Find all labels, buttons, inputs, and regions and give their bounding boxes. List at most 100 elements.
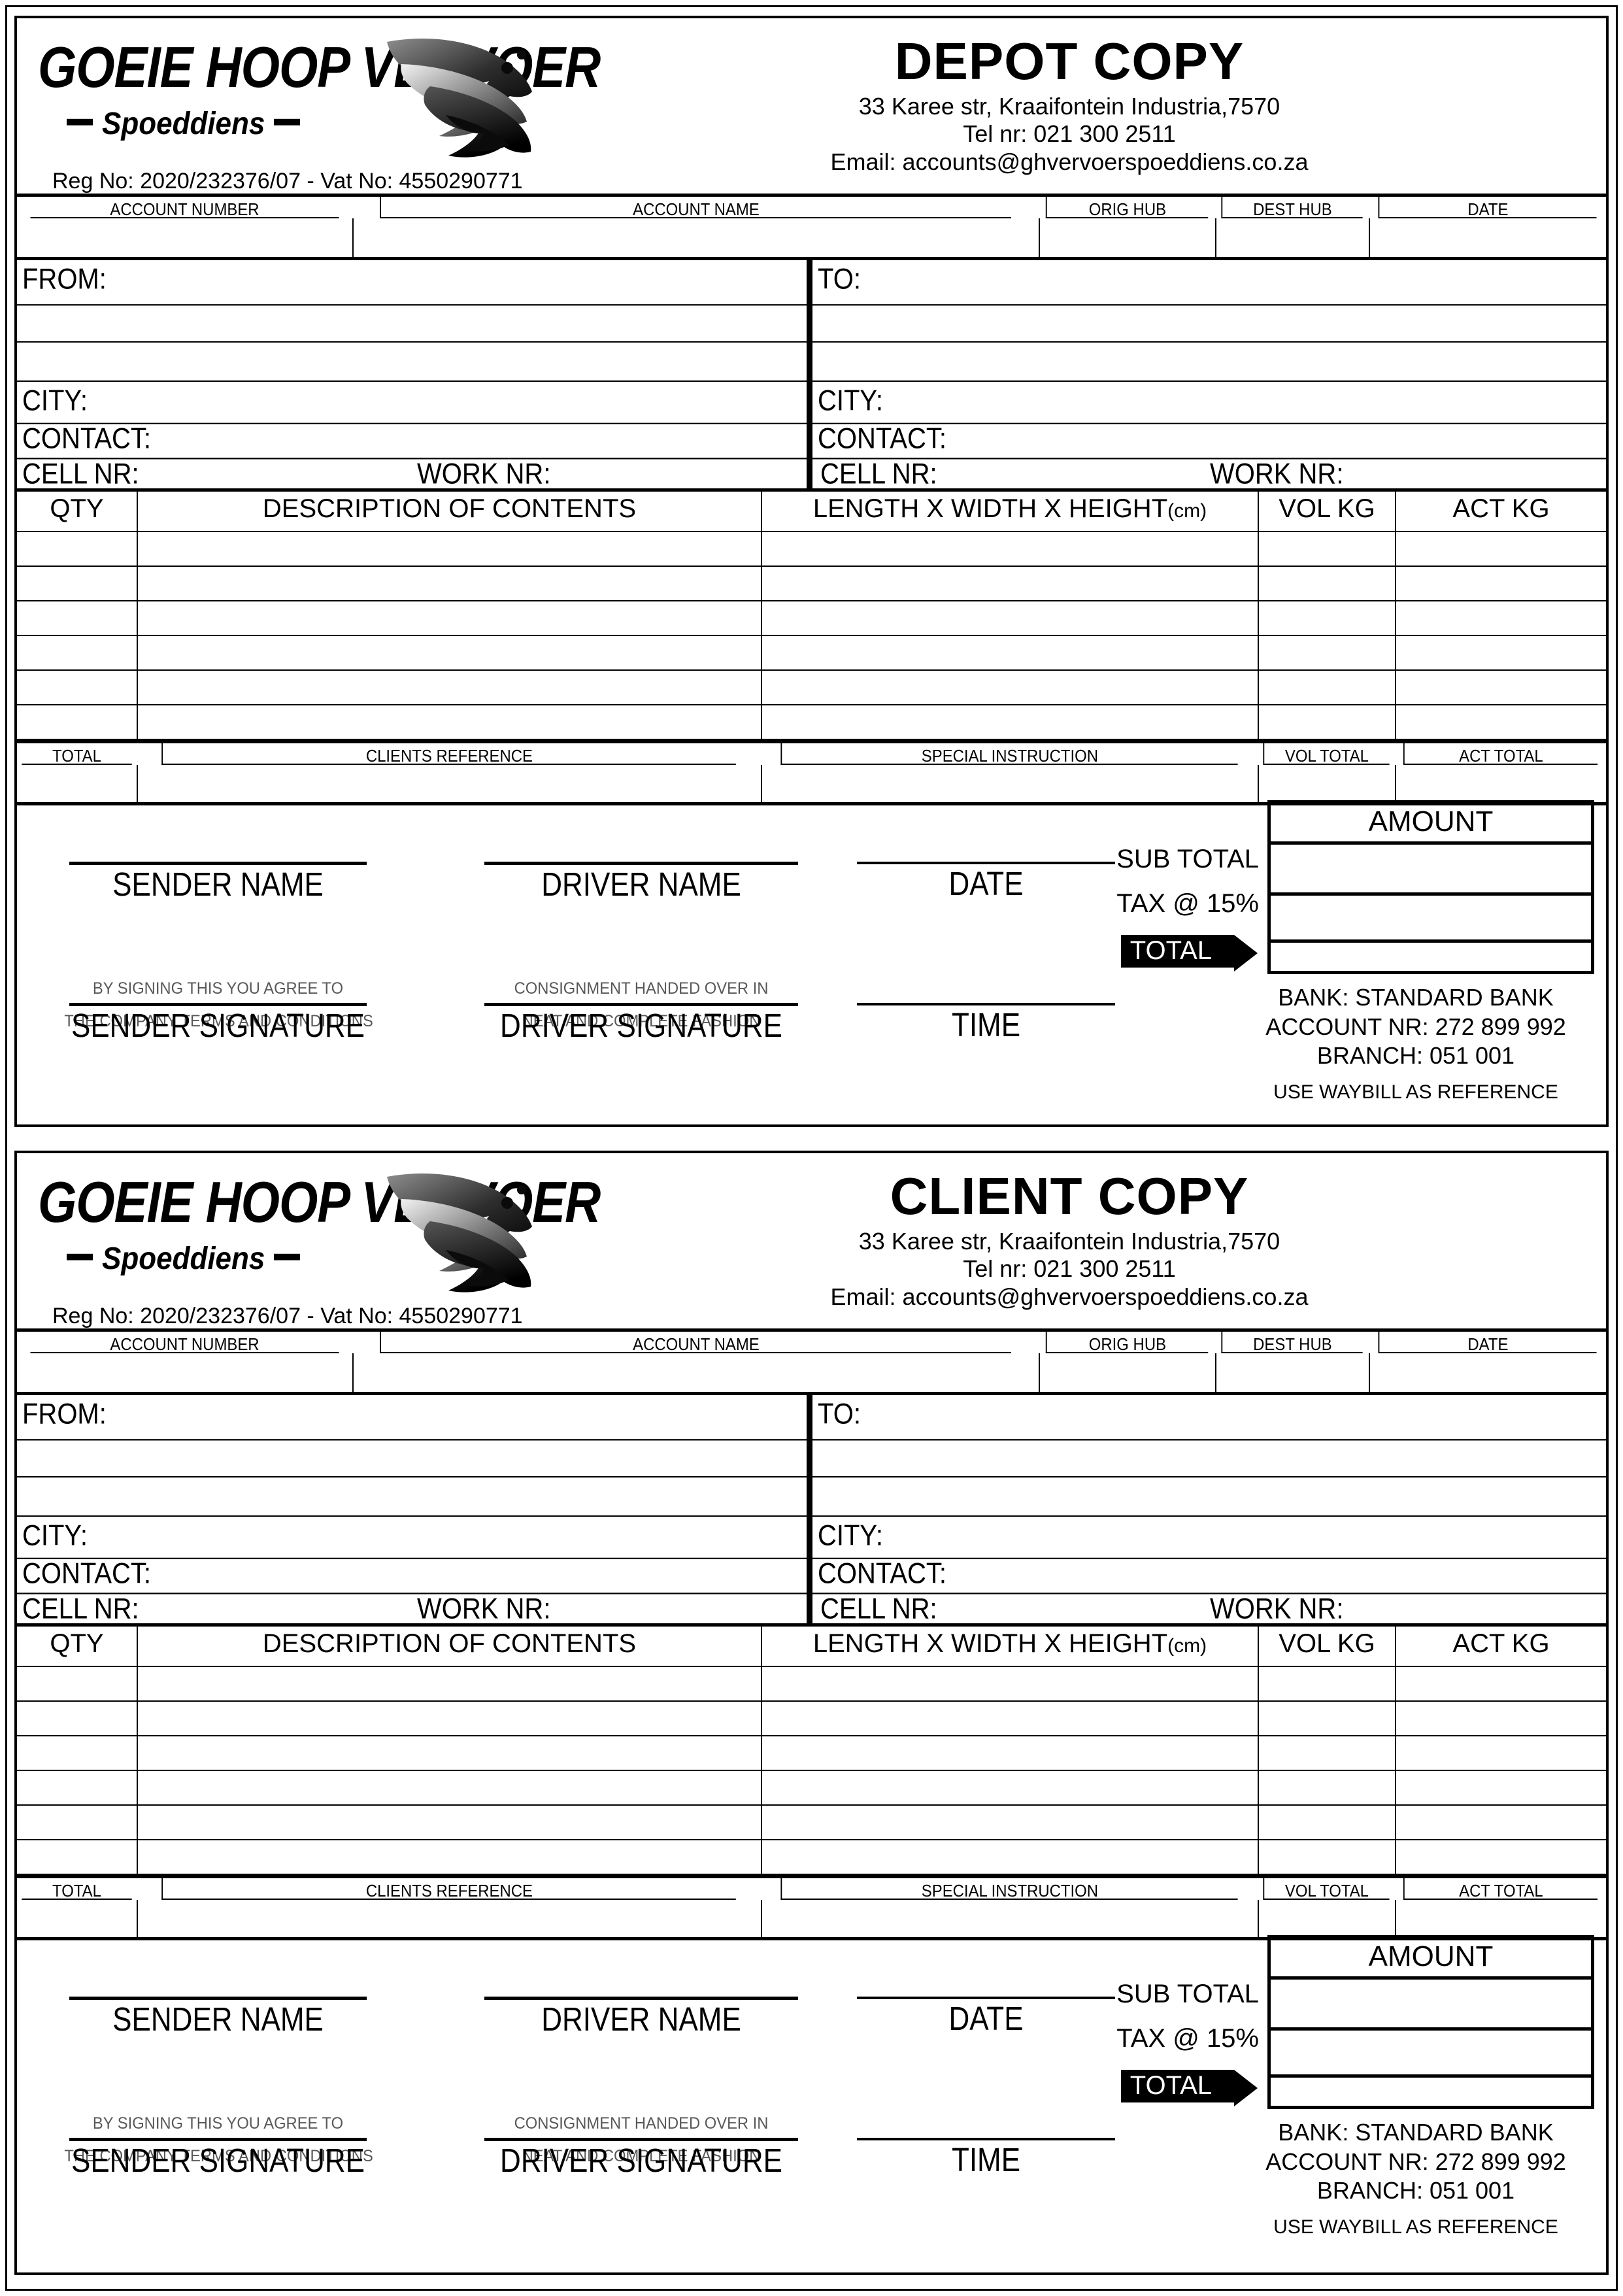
vol-kg-cell[interactable] xyxy=(1258,1840,1395,1875)
total-amount-field[interactable] xyxy=(1271,943,1591,977)
vol-kg-cell[interactable] xyxy=(1258,1736,1395,1771)
description-cell[interactable] xyxy=(137,1840,761,1875)
to-address-line-2[interactable] xyxy=(807,343,1606,382)
description-cell[interactable] xyxy=(137,1667,761,1702)
clients-reference-field[interactable] xyxy=(137,765,761,802)
to-address-line-2[interactable] xyxy=(807,1477,1606,1517)
qty-cell[interactable] xyxy=(17,601,137,636)
time-line[interactable] xyxy=(857,2138,1115,2140)
dimensions-cell[interactable] xyxy=(761,601,1258,636)
act-kg-cell[interactable] xyxy=(1395,1840,1606,1875)
act-kg-cell[interactable] xyxy=(1395,1736,1606,1771)
vol-kg-cell[interactable] xyxy=(1258,1806,1395,1840)
qty-cell[interactable] xyxy=(17,1702,137,1736)
description-cell[interactable] xyxy=(137,636,761,671)
qty-cell[interactable] xyxy=(17,567,137,601)
from-address-line-1[interactable] xyxy=(17,301,807,343)
sub-total-amount-field[interactable] xyxy=(1271,1980,1591,2031)
qty-cell[interactable] xyxy=(17,636,137,671)
act-kg-cell[interactable] xyxy=(1395,532,1606,567)
vol-kg-cell[interactable] xyxy=(1258,671,1395,705)
dimensions-cell[interactable] xyxy=(761,1736,1258,1771)
vol-kg-cell[interactable] xyxy=(1258,1702,1395,1736)
description-cell[interactable] xyxy=(137,671,761,705)
qty-cell[interactable] xyxy=(17,671,137,705)
account-number-field[interactable] xyxy=(17,218,352,257)
driver-name-line[interactable] xyxy=(484,1997,798,2000)
description-cell[interactable] xyxy=(137,1806,761,1840)
vol-total-field[interactable] xyxy=(1258,765,1395,802)
dimensions-cell[interactable] xyxy=(761,671,1258,705)
qty-cell[interactable] xyxy=(17,1840,137,1875)
vol-kg-cell[interactable] xyxy=(1258,1667,1395,1702)
driver-name-line[interactable] xyxy=(484,862,798,865)
clients-reference-field[interactable] xyxy=(137,1900,761,1937)
dimensions-cell[interactable] xyxy=(761,567,1258,601)
tax-amount-field[interactable] xyxy=(1271,896,1591,943)
to-address-line-1[interactable] xyxy=(807,1436,1606,1477)
act-kg-cell[interactable] xyxy=(1395,601,1606,636)
driver-signature-line[interactable] xyxy=(484,2138,798,2141)
total-field[interactable] xyxy=(17,765,137,802)
description-cell[interactable] xyxy=(137,1702,761,1736)
driver-signature-line[interactable] xyxy=(484,1003,798,1006)
from-address-line-2[interactable] xyxy=(17,343,807,382)
time-line[interactable] xyxy=(857,1003,1115,1005)
act-kg-cell[interactable] xyxy=(1395,567,1606,601)
act-kg-cell[interactable] xyxy=(1395,1771,1606,1806)
act-kg-cell[interactable] xyxy=(1395,1667,1606,1702)
description-cell[interactable] xyxy=(137,1736,761,1771)
orig-hub-field[interactable] xyxy=(1039,1353,1215,1392)
date-line[interactable] xyxy=(857,1997,1115,1999)
sub-total-amount-field[interactable] xyxy=(1271,845,1591,896)
act-kg-cell[interactable] xyxy=(1395,705,1606,740)
total-amount-field[interactable] xyxy=(1271,2078,1591,2112)
dest-hub-field[interactable] xyxy=(1215,1353,1369,1392)
sender-signature-line[interactable] xyxy=(69,1003,367,1006)
date-line[interactable] xyxy=(857,862,1115,864)
dimensions-cell[interactable] xyxy=(761,532,1258,567)
dest-hub-field[interactable] xyxy=(1215,218,1369,257)
qty-cell[interactable] xyxy=(17,1736,137,1771)
sender-signature-line[interactable] xyxy=(69,2138,367,2141)
vol-kg-cell[interactable] xyxy=(1258,601,1395,636)
account-name-field[interactable] xyxy=(352,218,1039,257)
from-address-line-1[interactable] xyxy=(17,1436,807,1477)
act-total-field[interactable] xyxy=(1395,765,1606,802)
description-cell[interactable] xyxy=(137,567,761,601)
qty-cell[interactable] xyxy=(17,705,137,740)
description-cell[interactable] xyxy=(137,601,761,636)
date-field[interactable] xyxy=(1369,1353,1606,1392)
qty-cell[interactable] xyxy=(17,532,137,567)
act-total-field[interactable] xyxy=(1395,1900,1606,1937)
qty-cell[interactable] xyxy=(17,1806,137,1840)
qty-cell[interactable] xyxy=(17,1667,137,1702)
sender-name-line[interactable] xyxy=(69,862,367,865)
dimensions-cell[interactable] xyxy=(761,636,1258,671)
account-number-field[interactable] xyxy=(17,1353,352,1392)
qty-cell[interactable] xyxy=(17,1771,137,1806)
description-cell[interactable] xyxy=(137,705,761,740)
special-instruction-field[interactable] xyxy=(761,1900,1258,1937)
dimensions-cell[interactable] xyxy=(761,1840,1258,1875)
dimensions-cell[interactable] xyxy=(761,1702,1258,1736)
act-kg-cell[interactable] xyxy=(1395,636,1606,671)
date-field[interactable] xyxy=(1369,218,1606,257)
vol-kg-cell[interactable] xyxy=(1258,705,1395,740)
vol-kg-cell[interactable] xyxy=(1258,636,1395,671)
total-field[interactable] xyxy=(17,1900,137,1937)
vol-kg-cell[interactable] xyxy=(1258,532,1395,567)
dimensions-cell[interactable] xyxy=(761,1806,1258,1840)
special-instruction-field[interactable] xyxy=(761,765,1258,802)
dimensions-cell[interactable] xyxy=(761,1667,1258,1702)
dimensions-cell[interactable] xyxy=(761,705,1258,740)
act-kg-cell[interactable] xyxy=(1395,1702,1606,1736)
vol-total-field[interactable] xyxy=(1258,1900,1395,1937)
tax-amount-field[interactable] xyxy=(1271,2031,1591,2078)
sender-name-line[interactable] xyxy=(69,1997,367,2000)
vol-kg-cell[interactable] xyxy=(1258,1771,1395,1806)
account-name-field[interactable] xyxy=(352,1353,1039,1392)
description-cell[interactable] xyxy=(137,532,761,567)
to-address-line-1[interactable] xyxy=(807,301,1606,343)
dimensions-cell[interactable] xyxy=(761,1771,1258,1806)
